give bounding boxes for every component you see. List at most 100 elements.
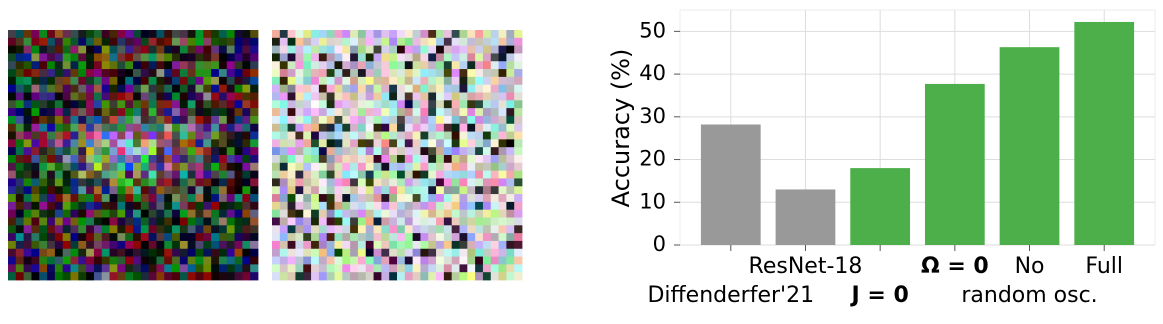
noise-pixel: [172, 123, 181, 132]
noise-pixel: [498, 61, 507, 70]
noise-pixel: [514, 37, 523, 47]
noise-pixel: [272, 37, 281, 47]
noise-pixel: [490, 100, 499, 109]
noise-pixel: [498, 123, 507, 132]
noise-pixel: [179, 69, 189, 78]
noise-pixel: [404, 201, 414, 211]
noise-pixel: [428, 131, 437, 140]
noise-pixel: [15, 92, 25, 101]
noise-pixel: [279, 233, 289, 242]
noise-pixel: [397, 115, 406, 125]
noise-pixel: [436, 194, 445, 203]
noise-pixel: [467, 272, 476, 281]
noise-pixel: [475, 45, 484, 54]
noise-pixel: [311, 170, 320, 179]
noise-pixel: [148, 264, 157, 273]
noise-pixel: [117, 178, 126, 187]
noise-pixel: [467, 178, 476, 187]
noise-pixel: [350, 147, 359, 156]
noise-pixel: [226, 264, 235, 273]
noise-pixel: [326, 45, 335, 54]
noise-pixel: [125, 53, 134, 62]
noise-pixel: [125, 37, 134, 47]
noise-pixel: [412, 84, 421, 93]
noise-pixel: [101, 155, 110, 164]
noise-pixel: [443, 84, 453, 93]
noise-pixel: [334, 264, 343, 273]
noise-pixel: [506, 272, 515, 281]
noise-pixel: [428, 37, 437, 47]
noise-pixel: [70, 233, 79, 242]
noise-pixel: [459, 194, 468, 203]
noise-pixel: [211, 108, 220, 117]
noise-pixel: [140, 201, 150, 211]
noise-pixel: [133, 155, 142, 164]
noise-pixel: [490, 240, 499, 250]
noise-pixel: [8, 69, 17, 78]
noise-pixel: [179, 233, 189, 242]
noise-pixel: [218, 264, 228, 273]
noise-pixel: [15, 162, 25, 172]
noise-pixel: [436, 248, 445, 257]
noise-pixel: [350, 92, 359, 101]
noise-pixel: [211, 178, 220, 187]
noise-pixel: [420, 248, 429, 257]
noise-pixel: [195, 53, 204, 62]
noise-pixel: [342, 264, 351, 273]
noise-pixel: [140, 139, 150, 148]
noise-pixel: [47, 53, 56, 62]
noise-pixel: [420, 30, 429, 39]
noise-pixel: [203, 248, 212, 257]
noise-pixel: [109, 201, 118, 211]
noise-pixel: [86, 240, 95, 250]
noise-pixel: [242, 256, 251, 265]
noise-pixel: [187, 186, 196, 195]
noise-pixel: [179, 37, 189, 47]
noise-pixel: [397, 53, 406, 62]
noise-pixel: [334, 170, 343, 179]
noise-pixel: [318, 69, 328, 78]
noise-pixel: [482, 123, 492, 132]
noise-pixel: [514, 209, 523, 218]
noise-pixel: [475, 225, 484, 234]
noise-pixel: [101, 217, 110, 226]
noise-pixel: [179, 170, 189, 179]
noise-pixel: [498, 240, 507, 250]
noise-pixel: [234, 45, 243, 54]
noise-pixel: [420, 147, 429, 156]
noise-pixel: [459, 108, 468, 117]
noise-pixel: [334, 108, 343, 117]
noise-pixel: [514, 194, 523, 203]
noise-pixel: [23, 53, 32, 62]
noise-pixel: [218, 256, 228, 265]
bar: [1074, 21, 1135, 245]
noise-pixel: [451, 209, 460, 218]
noise-pixel: [70, 100, 79, 109]
noise-pixel: [357, 45, 367, 54]
noise-pixel: [117, 147, 126, 156]
noise-pixel: [490, 256, 499, 265]
noise-pixel: [326, 264, 335, 273]
noise-pixel: [404, 209, 414, 218]
noise-pixel: [318, 162, 328, 172]
noise-pixel: [467, 170, 476, 179]
noise-pixel: [70, 225, 79, 234]
noise-pixel: [467, 256, 476, 265]
noise-pixel: [54, 256, 64, 265]
noise-pixel: [342, 30, 351, 39]
noise-pixel: [334, 209, 343, 218]
noise-pixel: [428, 155, 437, 164]
noise-pixel: [420, 264, 429, 273]
noise-pixel: [436, 115, 445, 125]
noise-pixel: [412, 92, 421, 101]
noise-pixel: [381, 131, 390, 140]
noise-pixel: [117, 30, 126, 39]
noise-pixel: [218, 225, 228, 234]
noise-pixel: [350, 209, 359, 218]
noise-pixel: [389, 264, 398, 273]
noise-pixel: [357, 53, 367, 62]
noise-pixel: [47, 272, 56, 281]
noise-pixel: [467, 115, 476, 125]
noise-pixel: [334, 217, 343, 226]
noise-pixel: [482, 30, 492, 39]
